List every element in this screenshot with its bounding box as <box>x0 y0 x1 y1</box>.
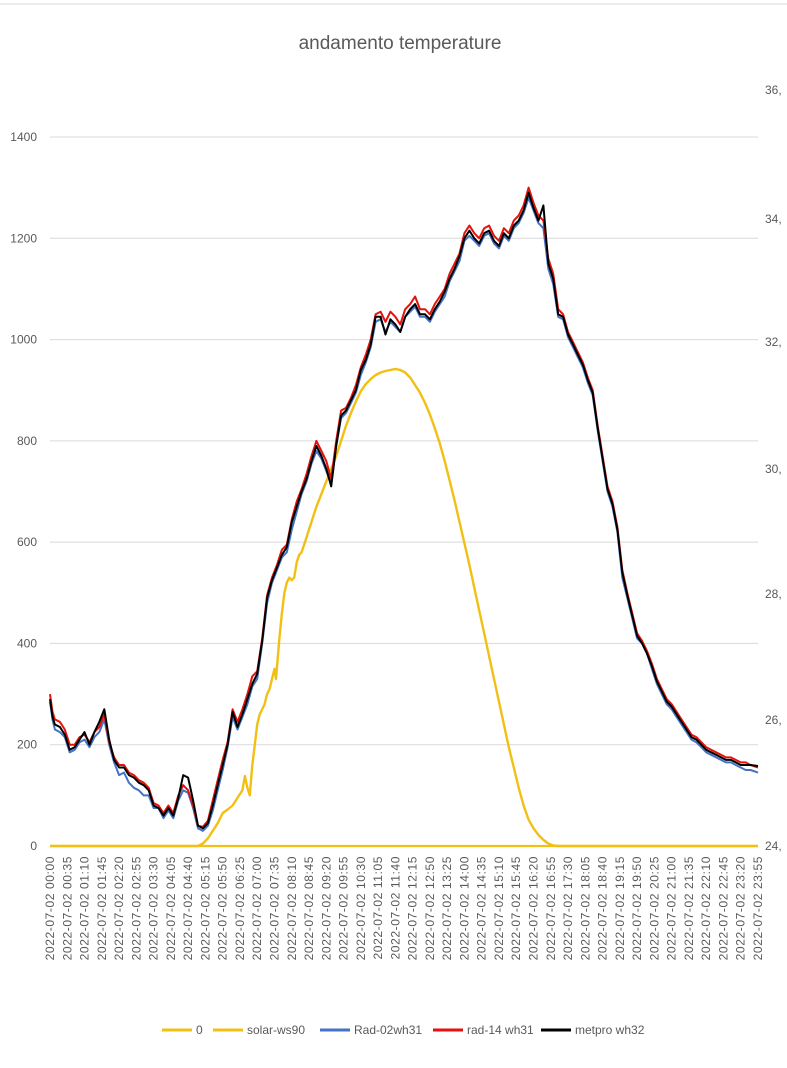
x-tick-label: 2022-07-02 07:35 <box>267 856 281 960</box>
x-tick-label: 2022-07-02 13:25 <box>440 856 454 960</box>
y-tick-label: 800 <box>17 434 37 448</box>
x-tick-label: 2022-07-02 15:10 <box>492 856 506 960</box>
series-line-4 <box>49 191 759 830</box>
y-tick-label: 200 <box>17 738 37 752</box>
y2-tick-label: 36, <box>765 83 782 97</box>
y-tick-label: 0 <box>30 839 37 853</box>
x-tick-label: 2022-07-02 20:25 <box>647 856 661 960</box>
y2-tick-label: 32, <box>765 335 782 349</box>
y2-tick-label: 26, <box>765 713 782 727</box>
x-tick-label: 2022-07-02 04:05 <box>164 856 178 960</box>
x-tick-label: 2022-07-02 10:30 <box>354 856 368 960</box>
y2-tick-label: 30, <box>765 462 782 476</box>
x-tick-label: 2022-07-02 17:30 <box>561 856 575 960</box>
x-tick-label: 2022-07-02 18:05 <box>578 856 592 960</box>
x-tick-label: 2022-07-02 19:50 <box>630 856 644 960</box>
x-tick-label: 2022-07-02 01:45 <box>95 856 109 960</box>
x-tick-label: 2022-07-02 01:10 <box>78 856 92 960</box>
y2-tick-label: 34, <box>765 212 782 226</box>
series-group <box>49 186 759 848</box>
x-tick-label: 2022-07-02 15:45 <box>509 856 523 960</box>
y2-tick-label: 24, <box>765 839 782 853</box>
x-tick-label: 2022-07-02 14:00 <box>457 856 471 960</box>
series-line-1 <box>50 367 758 848</box>
x-tick-label: 2022-07-02 11:40 <box>388 856 402 959</box>
x-tick-label: 2022-07-02 09:55 <box>337 856 351 960</box>
x-tick-label: 2022-07-02 12:50 <box>423 856 437 960</box>
legend: 0 solar-ws90 Rad-02wh31 rad-14 wh31 metpro w… <box>162 1023 645 1037</box>
x-tick-label: 2022-07-02 04:40 <box>181 856 195 960</box>
x-tick-label: 2022-07-02 16:20 <box>527 856 541 960</box>
x-tick-label: 2022-07-02 19:15 <box>613 856 627 960</box>
y-axis: 0 200 400 600 800 1000 1200 1400 <box>10 130 37 853</box>
legend-label: Rad-02wh31 <box>354 1023 422 1037</box>
y-tick-label: 400 <box>17 636 37 650</box>
x-tick-label: 2022-07-02 23:55 <box>751 856 765 960</box>
x-axis: 2022-07-02 00:00 2022-07-02 00:35 2022-07-… <box>43 856 765 960</box>
x-tick-label: 2022-07-02 22:10 <box>699 856 713 960</box>
x-tick-label: 2022-07-02 09:20 <box>319 856 333 960</box>
x-tick-label: 2022-07-02 07:00 <box>250 856 264 960</box>
x-tick-label: 2022-07-02 08:10 <box>285 856 299 960</box>
x-tick-label: 2022-07-02 14:35 <box>475 856 489 960</box>
legend-label: metpro wh32 <box>575 1023 645 1037</box>
y-tick-label: 600 <box>17 535 37 549</box>
x-tick-label: 2022-07-02 02:55 <box>129 856 143 960</box>
y-tick-label: 1200 <box>10 231 37 245</box>
legend-label: 0 <box>196 1023 203 1037</box>
x-tick-label: 2022-07-02 03:30 <box>147 856 161 960</box>
x-tick-label: 2022-07-02 12:15 <box>406 856 420 960</box>
x-tick-label: 2022-07-02 00:00 <box>43 856 57 960</box>
x-tick-label: 2022-07-02 05:50 <box>216 856 230 960</box>
x-tick-label: 2022-07-02 21:35 <box>682 856 696 960</box>
x-tick-label: 2022-07-02 16:55 <box>544 856 558 960</box>
chart-title: andamento temperature <box>299 33 502 54</box>
x-tick-label: 2022-07-02 22:45 <box>716 856 730 960</box>
x-tick-label: 2022-07-02 23:20 <box>734 856 748 960</box>
x-tick-label: 2022-07-02 11:05 <box>371 856 385 959</box>
y-tick-label: 1400 <box>10 130 37 144</box>
x-tick-label: 2022-07-02 18:40 <box>596 856 610 960</box>
y-tick-label: 1000 <box>10 333 37 347</box>
x-tick-label: 2022-07-02 05:15 <box>198 856 212 960</box>
y2-tick-label: 28, <box>765 587 782 601</box>
x-tick-label: 2022-07-02 06:25 <box>233 856 247 960</box>
x-tick-label: 2022-07-02 08:45 <box>302 856 316 960</box>
legend-label: rad-14 wh31 <box>467 1023 534 1037</box>
x-tick-label: 2022-07-02 21:00 <box>665 856 679 960</box>
x-tick-label: 2022-07-02 02:20 <box>112 856 126 960</box>
secondary-y-axis: 24, 26, 28, 30, 32, 34, 36, <box>765 83 782 853</box>
x-tick-label: 2022-07-02 00:35 <box>60 856 74 960</box>
legend-label: solar-ws90 <box>247 1023 305 1037</box>
